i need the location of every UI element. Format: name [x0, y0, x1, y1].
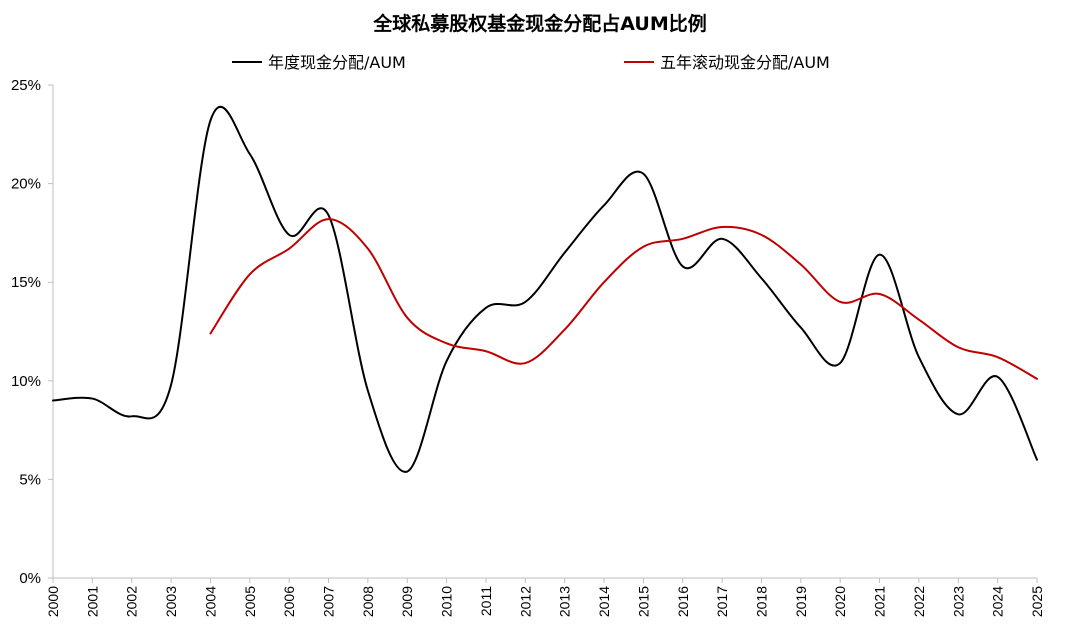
x-tick-label: 2003 — [163, 586, 179, 617]
x-tick-label: 2025 — [1029, 586, 1045, 617]
x-tick-label: 2010 — [439, 586, 455, 617]
legend: 年度现金分配/AUM 五年滚动现金分配/AUM — [232, 53, 830, 72]
x-tick-label: 2024 — [990, 586, 1006, 617]
x-tick-label: 2012 — [517, 586, 533, 617]
x-tick-label: 2001 — [84, 586, 100, 617]
x-tick-label: 2006 — [281, 586, 297, 617]
x-tick-label: 2013 — [557, 586, 573, 617]
y-tick-label: 0% — [19, 570, 41, 587]
x-tick-label: 2004 — [202, 586, 218, 617]
y-tick-label: 20% — [11, 176, 41, 193]
x-tick-label: 2014 — [596, 586, 612, 617]
y-tick-label: 10% — [11, 373, 41, 390]
y-tick-label: 15% — [11, 274, 41, 291]
x-tick-label: 2007 — [321, 586, 337, 617]
x-tick-label: 2000 — [45, 586, 61, 617]
x-tick-label: 2018 — [753, 586, 769, 617]
x-tick-label: 2019 — [793, 586, 809, 617]
chart-title: 全球私募股权基金现金分配占AUM比例 — [372, 12, 706, 35]
y-tick-label: 25% — [11, 77, 41, 94]
x-tick-label: 2008 — [360, 586, 376, 617]
x-tick-label: 2011 — [478, 586, 494, 616]
legend-label-annual: 年度现金分配/AUM — [268, 53, 406, 72]
x-tick-label: 2009 — [399, 586, 415, 617]
y-tick-label: 5% — [19, 471, 41, 488]
x-tick-label: 2020 — [832, 586, 848, 617]
series-line-annual — [52, 105, 1038, 473]
series-layer — [52, 105, 1038, 473]
x-tick-label: 2015 — [635, 586, 651, 617]
legend-label-rolling: 五年滚动现金分配/AUM — [660, 53, 830, 72]
x-tick-label: 2023 — [950, 586, 966, 617]
series-line-rolling — [209, 218, 1038, 380]
axes: 0% 5% 10% 15% 20% 25% 2000 2001 2002 2003 2004 2005… — [11, 77, 1045, 617]
x-tick-label: 2005 — [242, 586, 258, 617]
x-tick-label: 2022 — [911, 586, 927, 617]
x-tick-label: 2016 — [675, 586, 691, 617]
x-tick-label: 2002 — [124, 586, 140, 617]
x-tick-label: 2017 — [714, 586, 730, 617]
x-tick-label: 2021 — [872, 586, 888, 617]
